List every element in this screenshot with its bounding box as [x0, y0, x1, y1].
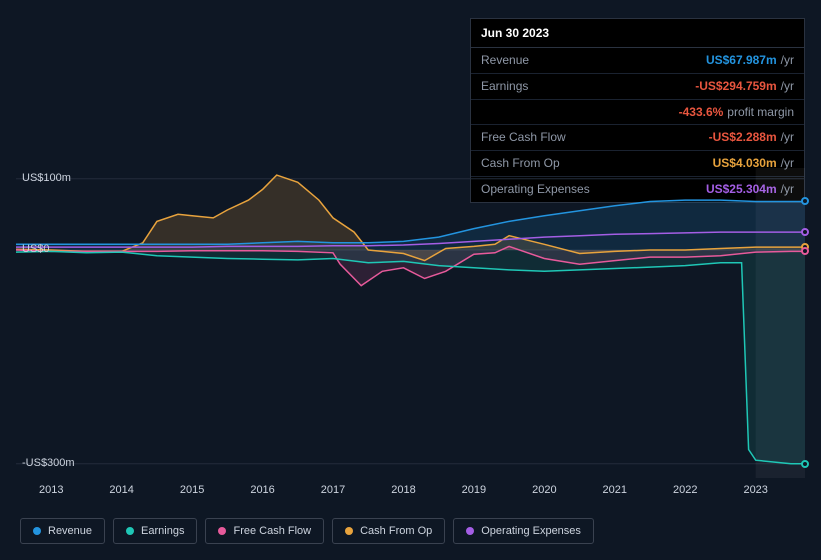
- y-axis-label: -US$300m: [22, 457, 75, 469]
- legend-item[interactable]: Operating Expenses: [453, 518, 594, 544]
- x-axis-tick: 2013: [39, 484, 63, 496]
- x-axis-tick: 2023: [743, 484, 767, 496]
- legend: Revenue Earnings Free Cash Flow Cash From O…: [20, 518, 594, 544]
- tooltip-row-label: Revenue: [481, 52, 706, 69]
- tooltip-row-value: -US$2.288m: [709, 129, 777, 146]
- series-end-marker: [801, 228, 809, 236]
- tooltip-row: Earnings-US$294.759m/yr: [471, 74, 804, 100]
- tooltip-row-suffix: /yr: [781, 52, 794, 69]
- x-axis-tick: 2018: [391, 484, 415, 496]
- legend-label: Operating Expenses: [481, 525, 581, 537]
- y-axis-label: US$100m: [22, 172, 71, 184]
- series-end-marker: [801, 460, 809, 468]
- x-axis-tick: 2016: [250, 484, 274, 496]
- y-axis-label: US$0: [22, 243, 50, 255]
- legend-label: Cash From Op: [360, 525, 432, 537]
- tooltip-row-suffix: profit margin: [727, 104, 794, 121]
- legend-label: Free Cash Flow: [233, 525, 311, 537]
- series-end-marker: [801, 247, 809, 255]
- x-axis-tick: 2014: [109, 484, 133, 496]
- legend-item[interactable]: Free Cash Flow: [205, 518, 324, 544]
- tooltip-title: Jun 30 2023: [471, 19, 804, 48]
- x-axis-tick: 2019: [462, 484, 486, 496]
- x-axis-tick: 2021: [603, 484, 627, 496]
- legend-dot: [126, 527, 134, 535]
- plot-area[interactable]: [16, 168, 805, 478]
- tooltip-row-suffix: /yr: [781, 78, 794, 95]
- legend-dot: [466, 527, 474, 535]
- legend-dot: [345, 527, 353, 535]
- legend-dot: [33, 527, 41, 535]
- plot-svg: [16, 168, 805, 478]
- tooltip-row-label: Earnings: [481, 78, 695, 95]
- tooltip-row: Free Cash Flow-US$2.288m/yr: [471, 125, 804, 151]
- tooltip-row-value: -US$294.759m: [695, 78, 776, 95]
- x-axis: 2013 2014 2015 2016 2017 2018 2019 2020 2021 2022…: [16, 484, 805, 504]
- legend-item[interactable]: Earnings: [113, 518, 197, 544]
- tooltip-row: -433.6%profit margin: [471, 100, 804, 126]
- legend-label: Revenue: [48, 525, 92, 537]
- financial-chart: Jun 30 2023 RevenueUS$67.987m/yrEarnings…: [0, 0, 821, 560]
- tooltip-row-value: US$67.987m: [706, 52, 777, 69]
- tooltip-row: RevenueUS$67.987m/yr: [471, 48, 804, 74]
- legend-label: Earnings: [141, 525, 184, 537]
- x-axis-tick: 2022: [673, 484, 697, 496]
- tooltip-row-value: -433.6%: [679, 104, 724, 121]
- tooltip-row-suffix: /yr: [781, 129, 794, 146]
- tooltip-row-label: Free Cash Flow: [481, 129, 709, 146]
- legend-item[interactable]: Cash From Op: [332, 518, 445, 544]
- series-end-marker: [801, 197, 809, 205]
- legend-item[interactable]: Revenue: [20, 518, 105, 544]
- x-axis-tick: 2020: [532, 484, 556, 496]
- x-axis-tick: 2015: [180, 484, 204, 496]
- legend-dot: [218, 527, 226, 535]
- x-axis-tick: 2017: [321, 484, 345, 496]
